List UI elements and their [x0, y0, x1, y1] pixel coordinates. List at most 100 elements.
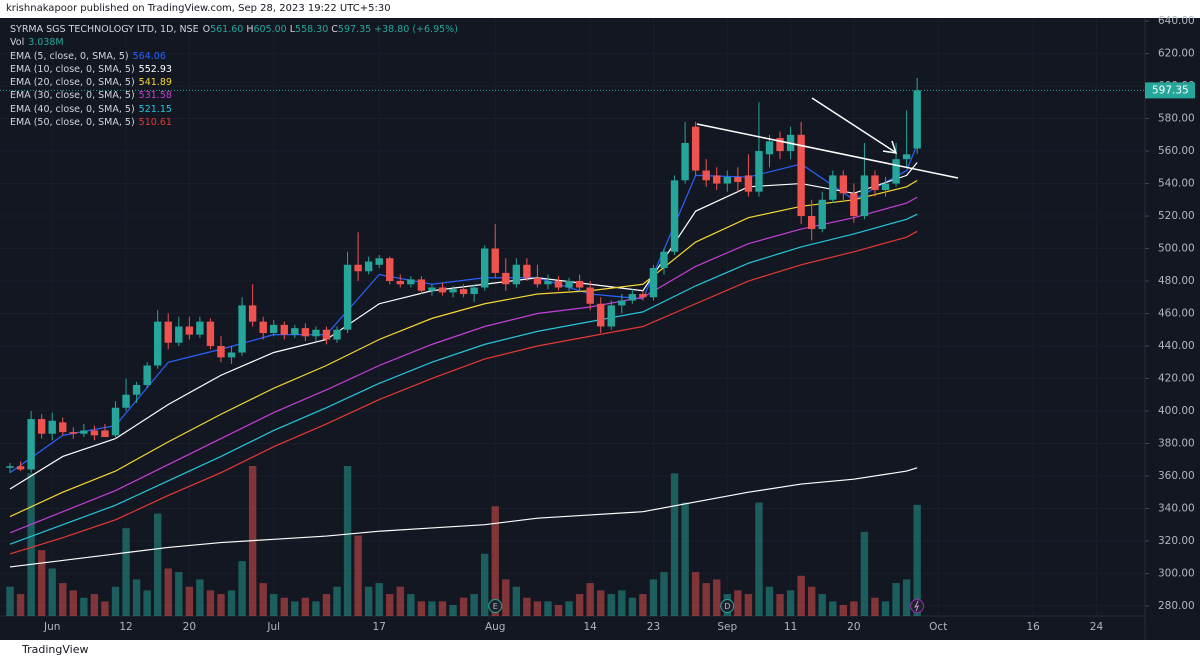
volume-bar	[6, 586, 14, 616]
candle-body	[343, 264, 352, 330]
candle-body	[396, 281, 404, 285]
candle-body	[597, 303, 605, 327]
volume-bar	[270, 594, 278, 616]
legend-row: Vol 3.038M	[10, 36, 461, 49]
volume-bar	[343, 466, 352, 616]
y-tick-label: 640.00	[1158, 15, 1195, 27]
indicator-line	[9, 196, 918, 534]
legend-entry: EMA (20, close, 0, SMA, 5)	[10, 77, 135, 89]
y-tick-label: 380.00	[1158, 437, 1195, 449]
volume-bar	[90, 594, 99, 616]
legend-value: 531.58	[138, 90, 172, 102]
legend-value: 541.89	[138, 77, 172, 89]
volume-bar	[375, 583, 383, 616]
arrow	[811, 97, 896, 153]
legend-row: EMA (5, close, 0, SMA, 5) 564.06	[10, 50, 461, 63]
volume-bar	[407, 594, 415, 616]
ohlc-key: H	[246, 24, 254, 35]
volume-bar	[48, 568, 56, 616]
candle-body	[48, 420, 56, 434]
legend-entry: EMA (10, close, 0, SMA, 5)	[10, 63, 135, 75]
candle-body	[881, 183, 890, 191]
volume-value: 3.038M	[28, 37, 64, 49]
candle-body	[744, 175, 753, 192]
candle-body	[512, 264, 521, 285]
y-tick-label: 460.00	[1158, 308, 1195, 320]
candle-body	[37, 419, 46, 434]
candle-body	[575, 281, 584, 288]
volume-bar	[333, 586, 341, 616]
candle-body	[470, 287, 478, 295]
candle-body	[428, 287, 436, 291]
volume-bar	[16, 594, 25, 616]
legend-entry: EMA (30, close, 0, SMA, 5)	[10, 90, 135, 102]
x-tick-label: Jul	[266, 621, 280, 633]
candle-body	[491, 248, 499, 273]
candle-body	[6, 466, 14, 468]
candle-body	[69, 432, 78, 434]
indicator-line	[9, 467, 918, 568]
ohlc-item: +38.80 (+6.95%)	[374, 24, 458, 35]
volume-bar	[175, 572, 183, 616]
volume-bar	[164, 568, 172, 616]
volume-bar	[259, 583, 267, 616]
y-tick-label: 340.00	[1158, 502, 1195, 514]
candle-body	[755, 151, 763, 192]
candle-body	[459, 289, 468, 295]
legend-row: SYRMA SGS TECHNOLOGY LTD, 1D, NSE O561.60…	[10, 23, 461, 36]
volume-bar	[154, 513, 162, 616]
volume-bar	[312, 601, 320, 616]
y-tick-label: 480.00	[1158, 275, 1195, 287]
candle-body	[839, 175, 848, 194]
candle-body	[691, 126, 700, 171]
y-tick-label: 620.00	[1158, 48, 1195, 60]
y-tick-label: 300.00	[1158, 567, 1195, 579]
ohlc-value: 605.00	[253, 24, 287, 35]
volume-bar	[80, 597, 88, 616]
candle-body	[660, 251, 668, 269]
x-tick-label: Oct	[929, 621, 947, 633]
candle-body	[523, 264, 531, 278]
candle-body	[154, 321, 162, 366]
candle-body	[723, 177, 731, 184]
volume-bar	[639, 594, 647, 616]
volume-bar	[27, 473, 35, 616]
ohlc-item: H605.00	[246, 24, 286, 35]
candle-body	[892, 159, 900, 184]
volume-bar	[364, 586, 373, 616]
volume-bar	[755, 502, 763, 616]
candle-body	[101, 430, 109, 437]
volume-bar	[185, 586, 194, 616]
volume-bar	[396, 586, 404, 616]
candle-body	[291, 328, 299, 335]
volume-bar	[618, 590, 626, 616]
event-marker	[720, 599, 735, 613]
legend-entry: EMA (40, close, 0, SMA, 5)	[10, 103, 135, 115]
volume-bar	[860, 531, 869, 616]
ohlc-key: O	[202, 24, 211, 35]
y-tick-label: 580.00	[1158, 113, 1195, 125]
volume-bar	[428, 601, 436, 616]
legend-value: 521.15	[138, 103, 172, 115]
volume-bar	[807, 586, 816, 616]
legend-row: EMA (40, close, 0, SMA, 5) 521.15	[10, 103, 461, 116]
volume-bar	[386, 594, 394, 616]
candle-body	[301, 328, 310, 337]
candle-body	[206, 321, 215, 346]
volume-bar	[575, 594, 584, 616]
legend: SYRMA SGS TECHNOLOGY LTD, 1D, NSE O561.60…	[10, 23, 461, 129]
candle-body	[259, 321, 267, 334]
x-tick-label: Aug	[485, 621, 506, 633]
candle-body	[438, 287, 447, 293]
volume-bar	[691, 572, 700, 616]
volume-bar	[765, 586, 774, 616]
publisher: krishnakapoor published on TradingView.c…	[6, 3, 391, 14]
x-tick-label: 20	[847, 621, 860, 633]
volume-bar	[586, 583, 594, 616]
volume-bar	[649, 579, 658, 616]
volume-bar	[132, 579, 141, 616]
candle-body	[59, 422, 67, 433]
event-icon	[914, 600, 920, 612]
volume-bar	[744, 594, 753, 616]
